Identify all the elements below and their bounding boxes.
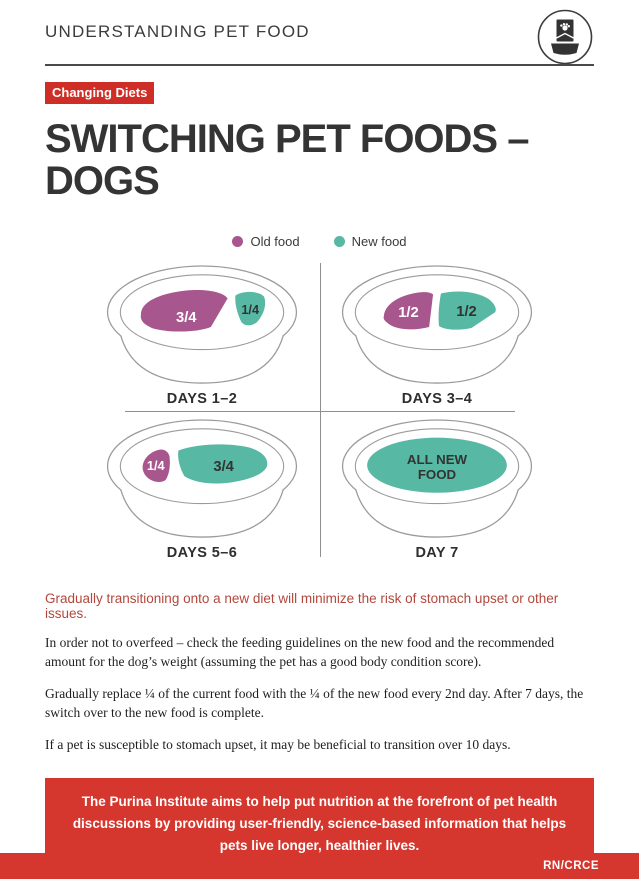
fraction-old-days-3-4: 1/2 bbox=[398, 305, 419, 321]
transition-diagram: 3/4 1/4 DAYS 1–2 1/2 1/2 DAYS 3–4 bbox=[85, 261, 555, 561]
highlight-sentence: Gradually transitioning onto a new diet … bbox=[45, 591, 559, 621]
fraction-old-days-1-2: 3/4 bbox=[176, 310, 197, 326]
page-header: UNDERSTANDING PET FOOD bbox=[45, 0, 594, 65]
diagram-divider-horizontal bbox=[124, 411, 515, 412]
bowl-days-1-2: 3/4 1/4 DAYS 1–2 bbox=[85, 261, 320, 411]
all-new-food-line1: ALL NEW bbox=[407, 452, 468, 467]
diagram-divider-vertical bbox=[319, 263, 321, 557]
fraction-new-days-3-4: 1/2 bbox=[456, 304, 477, 320]
bowl-day-7: ALL NEW FOOD DAY 7 bbox=[320, 411, 555, 561]
paragraph-stomach-upset: If a pet is susceptible to stomach upset… bbox=[45, 736, 511, 752]
bowl-graphic-days-1-2: 3/4 1/4 bbox=[106, 265, 298, 384]
fraction-new-days-1-2: 1/4 bbox=[241, 302, 260, 317]
bowl-label-day-7: DAY 7 bbox=[415, 545, 459, 561]
legend-item-old-food: Old food bbox=[232, 234, 300, 249]
bowl-label-days-3-4: DAYS 3–4 bbox=[401, 391, 473, 407]
all-new-food-line2: FOOD bbox=[418, 467, 457, 482]
legend-label-old: Old food bbox=[250, 234, 300, 249]
header-title: UNDERSTANDING PET FOOD bbox=[45, 22, 310, 41]
bowl-graphic-days-5-6: 1/4 3/4 bbox=[106, 419, 298, 538]
new-food-dot-icon bbox=[333, 236, 345, 247]
header-divider bbox=[45, 64, 594, 66]
page-title: SWITCHING PET FOODS – DOGS bbox=[45, 117, 529, 203]
paragraph-replace-quarter: Gradually replace ¼ of the current food … bbox=[45, 685, 584, 720]
legend-label-new: New food bbox=[351, 234, 407, 249]
bowl-days-5-6: 1/4 3/4 DAYS 5–6 bbox=[85, 411, 320, 561]
bowl-label-days-1-2: DAYS 1–2 bbox=[166, 391, 238, 407]
fraction-old-days-5-6: 1/4 bbox=[147, 458, 166, 473]
section-badge: Changing Diets bbox=[45, 82, 155, 104]
fraction-new-days-5-6: 3/4 bbox=[213, 459, 234, 475]
document-code: RN/CRCE bbox=[543, 860, 599, 872]
old-food-dot-icon bbox=[232, 236, 244, 247]
bowl-graphic-days-3-4: 1/2 1/2 bbox=[341, 265, 533, 384]
bowl-graphic-day-7: ALL NEW FOOD bbox=[341, 419, 533, 538]
bowl-days-3-4: 1/2 1/2 DAYS 3–4 bbox=[320, 261, 555, 411]
paragraph-overfeed: In order not to overfeed – check the fee… bbox=[45, 635, 555, 669]
legend-item-new-food: New food bbox=[333, 234, 407, 249]
pet-food-bag-bowl-icon bbox=[536, 8, 594, 71]
legend: Old food New food bbox=[45, 234, 594, 249]
bowl-label-days-5-6: DAYS 5–6 bbox=[166, 545, 238, 561]
bottom-bar: RN/CRCE bbox=[0, 853, 639, 879]
